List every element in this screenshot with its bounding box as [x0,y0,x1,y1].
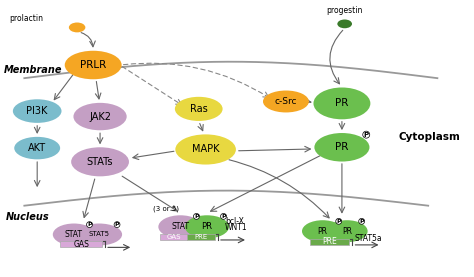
Text: bcl-X: bcl-X [225,217,244,226]
Text: (3 or 5): (3 or 5) [153,206,179,212]
Text: JAK2: JAK2 [89,112,111,122]
Ellipse shape [53,224,95,245]
Text: P: P [359,219,364,224]
FancyBboxPatch shape [160,234,187,240]
Ellipse shape [326,220,368,242]
Text: WNT1: WNT1 [225,223,247,232]
FancyBboxPatch shape [187,234,215,240]
Text: progestin: progestin [327,6,363,16]
Ellipse shape [314,133,369,161]
Text: STAT5a: STAT5a [355,234,383,243]
Text: PRE: PRE [194,234,208,240]
Text: PR: PR [318,227,328,236]
Text: PI3K: PI3K [27,106,48,116]
Ellipse shape [76,224,122,245]
Ellipse shape [302,220,343,242]
Text: GAS: GAS [166,234,181,240]
Ellipse shape [185,215,229,238]
Ellipse shape [175,97,223,121]
Text: PRLR: PRLR [80,60,106,70]
Text: PRE: PRE [322,237,337,246]
Text: PR: PR [201,222,212,231]
Text: c-Src: c-Src [274,97,297,106]
Text: Membrane: Membrane [4,65,62,75]
Text: P: P [221,214,226,219]
Ellipse shape [175,134,236,165]
Ellipse shape [71,147,129,176]
Text: STAT: STAT [65,230,83,239]
Text: GAS: GAS [73,240,89,249]
Text: prolactin: prolactin [9,14,44,23]
Ellipse shape [13,99,62,123]
Text: STATs: STATs [87,157,113,167]
Text: P: P [87,222,92,227]
Text: STAT5: STAT5 [89,232,109,237]
Ellipse shape [313,88,370,119]
Ellipse shape [158,215,202,238]
Text: PR: PR [335,142,348,152]
Text: Cytoplasm: Cytoplasm [398,132,460,142]
Circle shape [69,22,85,32]
Text: Ras: Ras [190,104,208,114]
Text: AKT: AKT [28,143,46,153]
Ellipse shape [263,91,309,112]
Text: MAPK: MAPK [192,145,219,155]
FancyBboxPatch shape [310,239,349,245]
FancyBboxPatch shape [60,241,102,247]
Ellipse shape [14,137,60,159]
Text: P: P [337,219,341,224]
Text: P: P [115,222,119,227]
Text: Nucleus: Nucleus [6,212,50,222]
Text: STAT: STAT [172,222,190,231]
Text: PR: PR [335,98,348,108]
Text: P: P [194,214,199,219]
Circle shape [337,19,352,28]
Text: P: P [364,132,369,138]
Ellipse shape [65,51,122,79]
Ellipse shape [73,103,127,130]
Text: PR: PR [342,227,352,236]
